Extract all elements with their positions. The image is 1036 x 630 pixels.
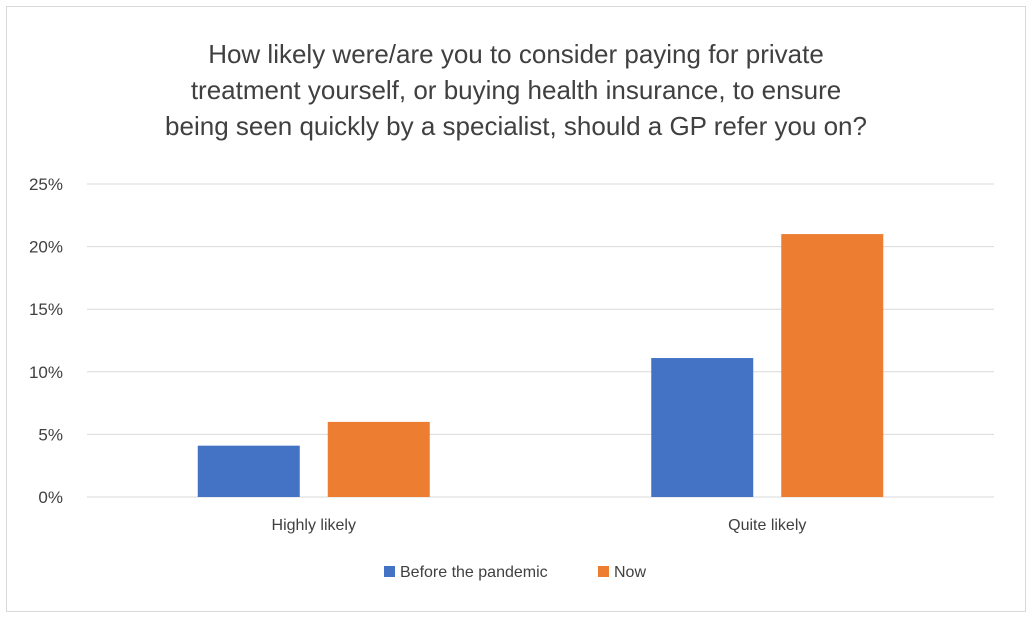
y-tick-label: 20% bbox=[29, 238, 63, 257]
legend-label: Before the pandemic bbox=[400, 564, 548, 581]
y-tick-label: 15% bbox=[29, 300, 63, 319]
legend[interactable]: Before the pandemic Now bbox=[384, 564, 646, 581]
legend-swatch bbox=[384, 566, 395, 577]
y-axis-ticks: 0% 5% 10% 15% 20% 25% bbox=[29, 175, 63, 507]
bar-now-quite-likely bbox=[781, 234, 884, 497]
y-tick-label: 25% bbox=[29, 175, 63, 194]
legend-item-before-the-pandemic[interactable]: Before the pandemic bbox=[384, 564, 548, 581]
bar-now-highly-likely bbox=[327, 421, 430, 497]
chart-title-line: How likely were/are you to consider payi… bbox=[208, 39, 824, 69]
chart-title: How likely were/are you to consider payi… bbox=[165, 39, 867, 141]
chart-title-line: treatment yourself, or buying health ins… bbox=[191, 75, 841, 105]
bars bbox=[197, 234, 884, 497]
y-tick-label: 10% bbox=[29, 363, 63, 382]
legend-label: Now bbox=[614, 564, 646, 581]
bar-before-the-pandemic-highly-likely bbox=[197, 445, 300, 497]
y-tick-label: 0% bbox=[38, 488, 63, 507]
x-category-label: Quite likely bbox=[728, 517, 806, 534]
bar-chart: How likely were/are you to consider payi… bbox=[29, 39, 994, 581]
legend-item-now[interactable]: Now bbox=[598, 564, 646, 581]
x-axis-categories: Highly likely Quite likely bbox=[272, 517, 807, 534]
chart-title-line: being seen quickly by a specialist, shou… bbox=[165, 111, 867, 141]
legend-swatch bbox=[598, 566, 609, 577]
bar-before-the-pandemic-quite-likely bbox=[651, 358, 754, 497]
x-category-label: Highly likely bbox=[272, 517, 356, 534]
chart-frame: How likely were/are you to consider payi… bbox=[6, 6, 1026, 612]
y-tick-label: 5% bbox=[38, 425, 63, 444]
